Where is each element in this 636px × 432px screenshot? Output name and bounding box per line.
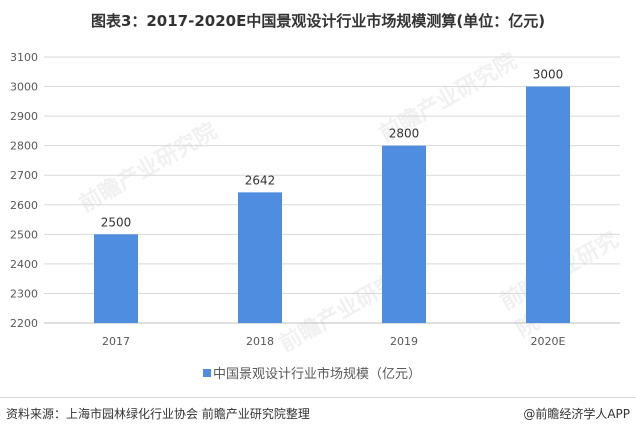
data-label-2018: 2642 [245, 173, 276, 187]
y-tick-label: 2600 [10, 199, 38, 212]
y-tick-label: 2700 [10, 169, 38, 182]
x-tick-label: 2020E [531, 335, 566, 348]
data-label-2020E: 3000 [533, 68, 564, 82]
x-tick-label: 2018 [246, 335, 274, 348]
bar-2020E [526, 86, 570, 323]
y-tick-label: 2500 [10, 228, 38, 241]
y-tick-label: 2900 [10, 110, 38, 123]
y-axis-ticks: 2200 2300 2400 2500 2600 2700 2800 2900 3000 3100 [10, 51, 38, 330]
legend-swatch [203, 369, 211, 377]
chart-title: 图表3：2017-2020E中国景观设计行业市场规模测算(单位：亿元) [90, 12, 546, 30]
footer-divider [0, 397, 636, 398]
grid-lines [44, 56, 620, 324]
bar-2019 [382, 145, 426, 323]
bar-2018 [238, 192, 282, 323]
bars: 2500 2642 2800 3000 [94, 68, 570, 323]
y-tick-label: 2800 [10, 140, 38, 153]
brand-note: @前瞻经济学人APP [523, 407, 630, 421]
data-label-2019: 2800 [389, 127, 420, 141]
y-tick-label: 2200 [10, 317, 38, 330]
data-label-2017: 2500 [101, 215, 132, 229]
y-tick-label: 2300 [10, 287, 38, 300]
y-tick-label: 3000 [10, 81, 38, 94]
y-tick-label: 3100 [10, 51, 38, 64]
source-note: 资料来源：上海市园林绿化行业协会 前瞻产业研究院整理 [6, 407, 310, 421]
legend-label: 中国景观设计行业市场规模（亿元） [213, 366, 421, 382]
y-tick-label: 2400 [10, 258, 38, 271]
x-tick-label: 2017 [102, 335, 130, 348]
x-tick-label: 2019 [390, 335, 418, 348]
legend: 中国景观设计行业市场规模（亿元） [203, 366, 421, 382]
x-axis-ticks: 2017 2018 2019 2020E [102, 335, 566, 348]
bar-2017 [94, 234, 138, 323]
